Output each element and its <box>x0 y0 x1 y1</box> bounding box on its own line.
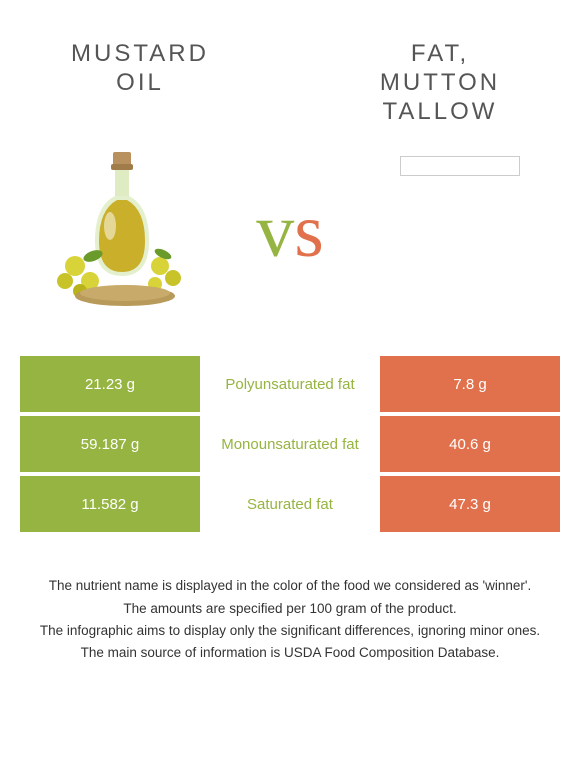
right-image-placeholder <box>400 156 520 176</box>
footer-notes: The nutrient name is displayed in the co… <box>0 536 580 663</box>
left-title-line2: oil <box>116 69 164 96</box>
nutrient-label-cell: Monounsaturated fat <box>200 416 380 472</box>
left-value-cell: 21.23 g <box>20 356 200 412</box>
table-row: 59.187 gMonounsaturated fat40.6 g <box>20 416 560 472</box>
left-food-title: Mustard oil <box>40 40 240 126</box>
footer-line2: The amounts are specified per 100 gram o… <box>30 599 550 619</box>
right-title-line2: mutton <box>380 69 500 96</box>
mustard-oil-icon <box>45 146 205 316</box>
left-value-cell: 59.187 g <box>20 416 200 472</box>
table-row: 11.582 gSaturated fat47.3 g <box>20 476 560 532</box>
nutrient-label-cell: Saturated fat <box>200 476 380 532</box>
vs-label: vs <box>256 193 324 269</box>
right-value-cell: 7.8 g <box>380 356 560 412</box>
comparison-table: 21.23 gPolyunsaturated fat7.8 g59.187 gM… <box>0 356 580 532</box>
left-title-line1: Mustard <box>71 40 209 67</box>
left-food-image <box>40 146 210 316</box>
footer-line3: The infographic aims to display only the… <box>30 621 550 641</box>
footer-line1: The nutrient name is displayed in the co… <box>30 576 550 596</box>
header-row: Mustard oil Fat, mutton tallow <box>0 0 580 126</box>
images-row: vs <box>0 126 580 356</box>
vs-s-letter: s <box>294 193 324 269</box>
right-title-line1: Fat, <box>411 40 469 67</box>
right-title-line3: tallow <box>383 98 498 125</box>
footer-line4: The main source of information is USDA F… <box>30 643 550 663</box>
vs-v-letter: v <box>256 193 294 269</box>
table-row: 21.23 gPolyunsaturated fat7.8 g <box>20 356 560 412</box>
right-value-cell: 40.6 g <box>380 416 560 472</box>
right-value-cell: 47.3 g <box>380 476 560 532</box>
nutrient-label-cell: Polyunsaturated fat <box>200 356 380 412</box>
right-food-title: Fat, mutton tallow <box>340 40 540 126</box>
right-food-image <box>370 146 540 316</box>
left-value-cell: 11.582 g <box>20 476 200 532</box>
